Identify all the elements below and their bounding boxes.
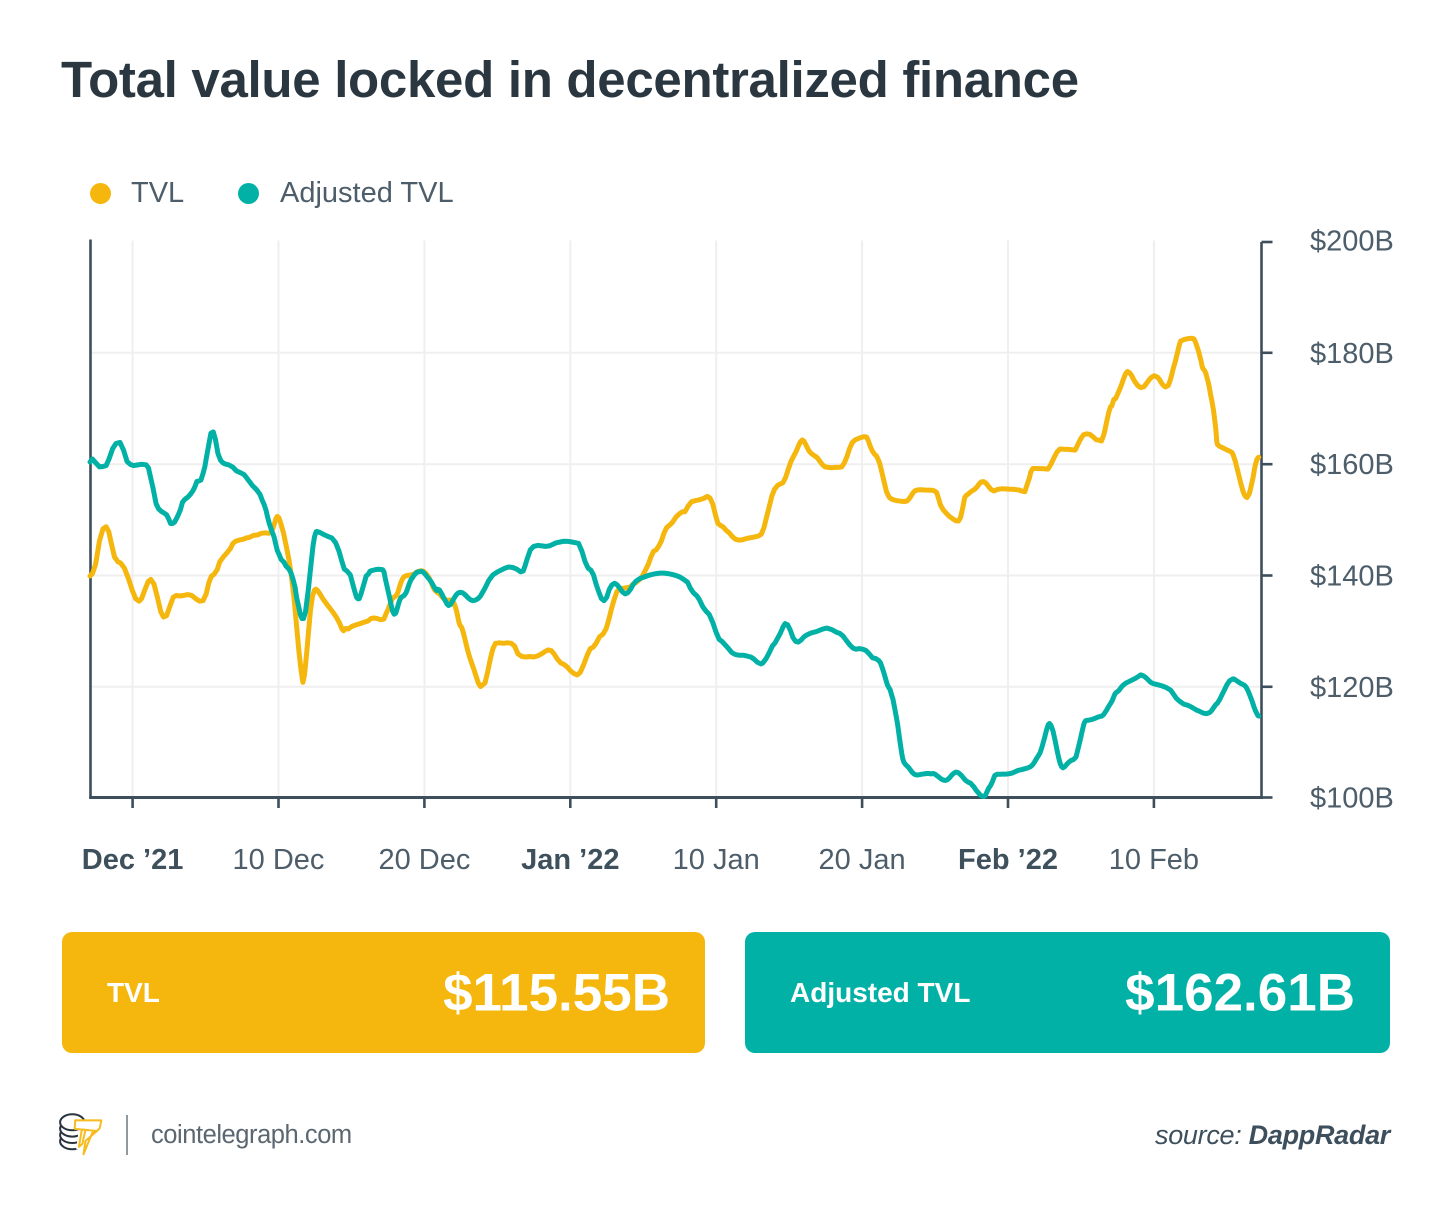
svg-text:20 Jan: 20 Jan <box>819 844 906 876</box>
svg-text:10 Jan: 10 Jan <box>673 844 760 876</box>
svg-text:$120B: $120B <box>1310 672 1394 704</box>
svg-text:20 Dec: 20 Dec <box>378 844 470 876</box>
svg-text:10 Feb: 10 Feb <box>1109 844 1199 876</box>
svg-text:Jan ’22: Jan ’22 <box>521 844 619 876</box>
svg-text:$140B: $140B <box>1310 561 1394 593</box>
svg-text:Dec ’21: Dec ’21 <box>82 844 184 876</box>
svg-text:$100B: $100B <box>1310 783 1394 815</box>
svg-text:$180B: $180B <box>1310 338 1394 370</box>
svg-text:$160B: $160B <box>1310 449 1394 481</box>
svg-text:$200B: $200B <box>1310 226 1394 258</box>
svg-text:Feb ’22: Feb ’22 <box>958 844 1058 876</box>
svg-text:10 Dec: 10 Dec <box>233 844 325 876</box>
